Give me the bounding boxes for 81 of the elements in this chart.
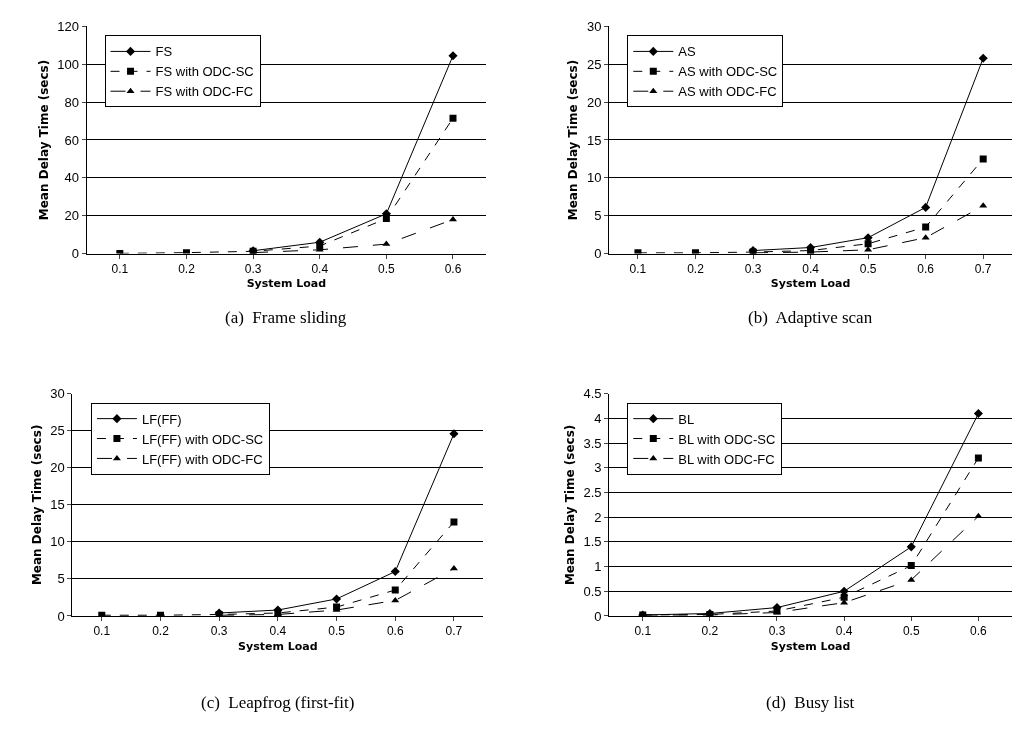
x-tick-label: 0.3 xyxy=(768,624,786,639)
legend-label: LF(FF) xyxy=(141,411,182,427)
y-tick-label: 2 xyxy=(594,509,602,525)
y-axis-title: Mean Delay Time (secs) xyxy=(29,424,44,586)
x-axis-title: System Load xyxy=(770,639,851,653)
y-tick-label: 0.5 xyxy=(583,583,602,599)
legend-label: AS with ODC-FC xyxy=(678,84,777,100)
legend-label: BL xyxy=(678,411,695,427)
x-tick-label: 0.4 xyxy=(802,261,820,276)
x-tick-label: 0.5 xyxy=(378,261,396,276)
x-tick-label: 0.4 xyxy=(311,261,329,276)
y-axis-title: Mean Delay Time (secs) xyxy=(36,59,51,221)
x-tick-label: 0.6 xyxy=(444,261,462,276)
legend-label: FS with ODC-SC xyxy=(155,64,254,80)
y-tick-label: 5 xyxy=(594,208,602,224)
x-tick-label: 0.7 xyxy=(974,261,992,276)
x-tick-label: 0.2 xyxy=(178,261,196,276)
y-tick-label: 15 xyxy=(50,497,65,513)
legend-label: AS xyxy=(678,44,696,60)
legend-label: FS with ODC-FC xyxy=(155,84,254,100)
text: (a) Frame sliding xyxy=(225,308,347,327)
text: (d) Busy list xyxy=(766,693,855,712)
y-tick-label: 4.5 xyxy=(583,386,602,402)
x-tick-label: 0.6 xyxy=(386,624,404,639)
y-tick-label: 100 xyxy=(57,56,79,72)
x-tick-label: 0.5 xyxy=(859,261,877,276)
x-tick-label: 0.3 xyxy=(244,261,262,276)
y-axis-title: Mean Delay Time (secs) xyxy=(562,424,577,586)
x-tick-label: 0.2 xyxy=(152,624,170,639)
legend-label: BL with ODC-SC xyxy=(678,431,776,447)
x-tick-label: 0.3 xyxy=(744,261,762,276)
legend-label: AS with ODC-SC xyxy=(678,64,778,80)
y-tick-label: 3.5 xyxy=(583,435,602,451)
y-tick-label: 30 xyxy=(587,18,602,34)
y-tick-label: 15 xyxy=(587,132,602,148)
text: (c) Leapfrog (first-fit) xyxy=(201,693,355,712)
x-tick-label: 0.2 xyxy=(687,261,705,276)
x-tick-label: 0.6 xyxy=(917,261,935,276)
y-tick-label: 1.5 xyxy=(583,534,602,550)
y-tick-label: 0 xyxy=(594,608,602,624)
legend-label: LF(FF) with ODC-SC xyxy=(141,431,264,447)
x-tick-label: 0.1 xyxy=(634,624,652,639)
x-tick-label: 0.4 xyxy=(835,624,853,639)
y-tick-label: 0 xyxy=(57,608,65,624)
x-tick-label: 0.5 xyxy=(902,624,920,639)
legend-label: FS xyxy=(155,44,173,60)
x-axis-title: System Load xyxy=(770,277,851,291)
y-tick-label: 60 xyxy=(64,132,79,148)
legend-label: BL with ODC-FC xyxy=(678,451,775,467)
y-tick-label: 0 xyxy=(71,246,79,262)
y-tick-label: 10 xyxy=(50,534,65,550)
x-tick-label: 0.2 xyxy=(701,624,719,639)
y-tick-label: 20 xyxy=(64,208,79,224)
y-axis-title: Mean Delay Time (secs) xyxy=(566,59,581,221)
y-tick-label: 20 xyxy=(587,94,602,110)
text: (b) Adaptive scan xyxy=(748,308,873,327)
x-tick-label: 0.1 xyxy=(629,261,647,276)
y-tick-label: 80 xyxy=(64,94,79,110)
y-tick-label: 120 xyxy=(57,18,79,34)
x-axis-title: System Load xyxy=(238,639,318,653)
x-tick-label: 0.7 xyxy=(445,624,463,639)
y-tick-label: 40 xyxy=(64,170,79,186)
x-tick-label: 0.1 xyxy=(93,624,111,639)
legend-label: LF(FF) with ODC-FC xyxy=(141,451,263,467)
y-tick-label: 25 xyxy=(587,56,602,72)
y-tick-label: 5 xyxy=(57,571,65,587)
y-tick-label: 20 xyxy=(50,460,65,476)
y-tick-label: 1 xyxy=(594,559,602,575)
y-tick-label: 2.5 xyxy=(583,485,602,501)
x-tick-label: 0.6 xyxy=(970,624,988,639)
y-tick-label: 3 xyxy=(594,460,602,476)
y-tick-label: 30 xyxy=(50,386,65,402)
y-tick-label: 0 xyxy=(594,246,602,262)
y-tick-label: 4 xyxy=(594,411,602,427)
x-axis-title: System Load xyxy=(246,277,327,291)
x-tick-label: 0.4 xyxy=(269,624,287,639)
x-tick-label: 0.3 xyxy=(210,624,228,639)
y-tick-label: 10 xyxy=(587,170,602,186)
x-tick-label: 0.5 xyxy=(328,624,346,639)
x-tick-label: 0.1 xyxy=(111,261,129,276)
y-tick-label: 25 xyxy=(50,423,65,439)
